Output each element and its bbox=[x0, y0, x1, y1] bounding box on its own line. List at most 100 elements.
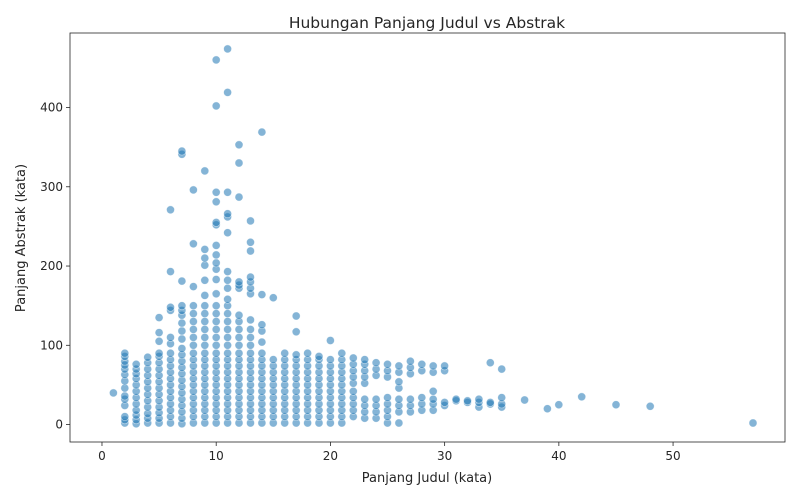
data-point bbox=[189, 348, 198, 358]
data-point bbox=[303, 348, 312, 358]
data-point bbox=[200, 260, 210, 270]
data-point bbox=[189, 185, 198, 195]
data-point bbox=[291, 350, 301, 360]
data-point bbox=[497, 393, 507, 402]
data-point bbox=[543, 404, 552, 414]
data-point bbox=[337, 348, 347, 358]
data-point bbox=[223, 44, 232, 54]
data-point bbox=[223, 309, 232, 318]
data-point bbox=[257, 320, 267, 330]
data-point bbox=[223, 325, 232, 334]
data-point bbox=[109, 388, 118, 398]
points-layer bbox=[109, 44, 758, 429]
data-point bbox=[211, 309, 221, 318]
data-point bbox=[177, 301, 187, 311]
data-point bbox=[189, 282, 198, 291]
data-point bbox=[360, 394, 370, 404]
data-point bbox=[234, 310, 244, 320]
data-point bbox=[211, 301, 221, 311]
data-point bbox=[280, 348, 290, 358]
data-point bbox=[371, 358, 381, 368]
data-point bbox=[383, 393, 392, 402]
data-point bbox=[417, 393, 427, 402]
data-point bbox=[485, 358, 495, 368]
data-point bbox=[189, 239, 198, 249]
data-point bbox=[246, 246, 255, 256]
data-point bbox=[120, 391, 130, 401]
y-tick-label: 200 bbox=[40, 259, 63, 273]
y-axis-label: Panjang Abstrak (kata) bbox=[14, 164, 29, 312]
data-point bbox=[211, 325, 221, 334]
data-point bbox=[394, 418, 404, 428]
data-point bbox=[200, 309, 210, 318]
data-point bbox=[474, 394, 484, 404]
data-point bbox=[143, 352, 152, 362]
data-point bbox=[154, 348, 164, 358]
data-point bbox=[234, 140, 244, 150]
data-point bbox=[394, 361, 404, 371]
data-point bbox=[166, 302, 175, 312]
data-point bbox=[223, 317, 232, 326]
data-point bbox=[268, 293, 278, 303]
data-point bbox=[223, 340, 232, 350]
data-point bbox=[360, 355, 370, 364]
data-point bbox=[234, 340, 244, 350]
data-point bbox=[200, 325, 210, 334]
data-point bbox=[211, 55, 221, 65]
data-point bbox=[394, 377, 404, 387]
data-point bbox=[200, 348, 210, 358]
data-point bbox=[257, 348, 267, 358]
data-point bbox=[748, 418, 758, 428]
data-point bbox=[246, 315, 255, 325]
x-tick-label: 0 bbox=[98, 449, 106, 463]
data-point bbox=[234, 333, 244, 342]
x-tick-label: 50 bbox=[665, 449, 680, 463]
data-point bbox=[440, 361, 449, 371]
data-point bbox=[154, 313, 164, 322]
data-point bbox=[166, 205, 175, 215]
data-point bbox=[554, 400, 564, 410]
data-point bbox=[417, 359, 427, 369]
data-point bbox=[223, 188, 232, 197]
data-point bbox=[166, 348, 175, 358]
data-point bbox=[428, 394, 438, 404]
data-point bbox=[291, 327, 301, 337]
y-axis: 0 100 200 300 400 bbox=[40, 101, 70, 432]
data-point bbox=[211, 188, 221, 197]
data-point bbox=[246, 272, 255, 282]
x-tick-label: 10 bbox=[209, 449, 224, 463]
data-point bbox=[189, 317, 198, 326]
data-point bbox=[200, 301, 210, 311]
data-point bbox=[520, 395, 529, 405]
data-point bbox=[223, 348, 232, 358]
data-point bbox=[189, 309, 198, 318]
data-point bbox=[223, 283, 232, 293]
data-point bbox=[223, 275, 232, 285]
data-point bbox=[177, 344, 187, 353]
data-point bbox=[257, 290, 267, 299]
data-point bbox=[440, 398, 449, 407]
data-point bbox=[246, 238, 255, 247]
data-point bbox=[645, 401, 655, 411]
x-axis-label: Panjang Judul (kata) bbox=[362, 471, 492, 486]
data-point bbox=[211, 289, 221, 299]
data-point bbox=[234, 348, 244, 358]
data-point bbox=[211, 275, 221, 284]
data-point bbox=[223, 228, 232, 237]
y-tick-label: 0 bbox=[55, 418, 63, 432]
data-point bbox=[189, 340, 198, 350]
data-point bbox=[234, 158, 244, 168]
data-point bbox=[246, 348, 255, 358]
chart-title: Hubungan Panjang Judul vs Abstrak bbox=[289, 14, 565, 32]
data-point bbox=[257, 127, 267, 137]
y-tick-label: 100 bbox=[40, 338, 63, 352]
data-point bbox=[211, 348, 221, 358]
data-point bbox=[200, 340, 210, 350]
data-point bbox=[577, 392, 587, 402]
data-point bbox=[223, 209, 232, 218]
data-point bbox=[246, 340, 255, 350]
data-point bbox=[394, 394, 404, 404]
data-point bbox=[326, 355, 335, 364]
data-point bbox=[177, 146, 187, 156]
